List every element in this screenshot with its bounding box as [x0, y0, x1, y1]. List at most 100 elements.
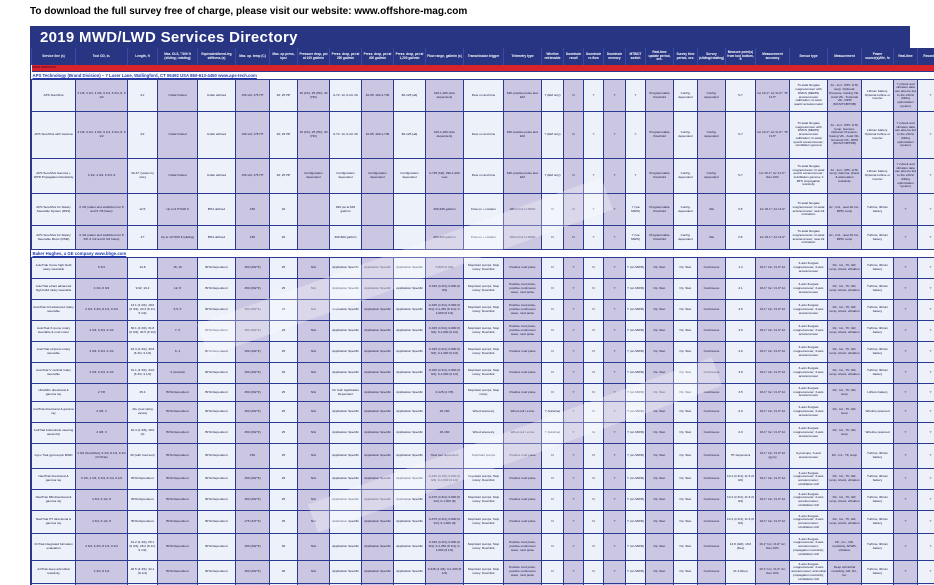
table-cell: 25 — [269, 401, 298, 423]
table-cell: N/A — [297, 320, 330, 342]
cell-text: Application Specific — [332, 286, 359, 291]
table-cell: N — [583, 533, 604, 561]
table-cell: BHA Dependent — [127, 489, 158, 511]
cell-text: Az., Incl., MTF, GTF, temp, Gamma. Optio… — [829, 122, 861, 146]
table-cell: Continuous — [697, 383, 726, 402]
table-cell: N — [541, 468, 564, 490]
cell-text: Config. dependent — [678, 204, 693, 213]
table-cell: BHA Dependent — [157, 443, 198, 469]
table-cell: N/A — [297, 383, 330, 402]
cell-text: 3 1/8, 3 1/2, 4 3/4, 6 1/4, 6 3/4, 8, 9 … — [77, 90, 126, 99]
table-cell: 3-axis fluxgate magnetometer; 3-axis acc… — [789, 383, 828, 402]
cell-text: ±0.1° Inc; ±1.0° Az — [759, 409, 786, 414]
cell-text: Y — [929, 349, 932, 354]
cell-text: 25 — [281, 286, 286, 291]
table-cell: Y — [603, 510, 626, 534]
cell-text: N — [592, 519, 595, 524]
cell-text: 10.4 (4 3/4); 11.5 (6 3/4) — [727, 495, 754, 503]
cell-text: N/A — [310, 265, 317, 270]
cell-text: Tri-axial fluxgate magnetometer; tri-axi… — [792, 201, 825, 217]
cell-text — [362, 194, 393, 225]
table-cell: Application Specific — [329, 489, 362, 511]
table-cell: 12; 8 — [157, 278, 198, 300]
cell-text: Y (on MWD) — [627, 497, 644, 502]
table-cell: 17' — [127, 225, 158, 250]
table-cell: Turbine; lithium battery — [861, 341, 894, 363]
table-cell: Application Specific — [393, 422, 426, 444]
table-cell: 3 1/2, 4 3/4, 6 3/4, 8 — [75, 158, 128, 194]
cell-text: 3.8 — [738, 370, 743, 375]
table-cell: Stop/start pumps; Stop rotary; Downlink — [463, 362, 504, 384]
table-cell: 150 std; 175 HT — [235, 79, 270, 112]
table-cell: Y (EM only) — [541, 111, 564, 159]
table-cell: BHA Dependent — [157, 510, 198, 534]
cell-text: 150 (302°F) — [244, 286, 261, 291]
table-cell: 0-475 (4 3/4); 0-800 (6 1/2); 0-1,000 (8… — [425, 510, 464, 534]
company-link[interactable]: APS Technology (Brand Division) – 7 Lase… — [32, 72, 257, 78]
cell-text: Az., Incl., near-bit Inc., RPM, temp — [829, 204, 860, 213]
cell-text: AutoTrak G3 advanced rotary steerable — [33, 305, 74, 313]
cell-text: ±0.1° Inc; ±1.0° Az; Res ±2% — [759, 567, 786, 575]
table-cell: N/A — [297, 257, 330, 279]
table-cell: Application Specific — [329, 510, 362, 534]
cell-text: 12.8 — [139, 265, 146, 270]
table-cell: 25 — [269, 510, 298, 534]
cell-text: Op. Stat. — [679, 349, 692, 354]
cell-text: Config. dependent — [678, 171, 693, 179]
cell-text: Tri-axial fluxgate magnetometer with DMC… — [793, 83, 824, 106]
table-cell: Positive mud pulse — [503, 341, 542, 363]
table-cell: Tri-axial fluxgate magnetometer; tri-axi… — [789, 225, 828, 250]
company-link[interactable]: Baker Hughes, a GE company www.bhge.com — [32, 250, 127, 256]
cell-text: N — [551, 569, 554, 574]
column-header: Tool OD, in. — [75, 48, 128, 65]
table-cell: 150 (302°F) — [235, 278, 270, 300]
cell-text: Programmable threshold — [649, 90, 670, 99]
table-cell: 25 — [269, 468, 298, 490]
table-cell: Flow on and time — [463, 79, 504, 112]
cell-text: 30 (with host tool) — [130, 453, 155, 458]
cell-text: Stop/start pumps; Stop rotary; Downlink — [467, 368, 500, 376]
table-cell: Continuous — [697, 362, 726, 384]
table-cell: Y (on MWD) — [625, 299, 646, 321]
cell-text: Y — [904, 544, 907, 549]
table-cell: Application Specific — [393, 560, 426, 584]
cell-text: Stop/start pumps; Stop rotary; Downlink — [467, 495, 500, 503]
table-cell: 10-95: 100-1,745 — [361, 111, 394, 159]
cell-text: 31.2 (4 3/4); 25.1 (6 3/4); 28.2 (8 1/4,… — [129, 540, 156, 552]
table-cell: BHA Dependent — [197, 560, 236, 584]
cell-text: Y — [572, 430, 575, 435]
table-cell: N — [541, 278, 564, 300]
cell-text: Y — [572, 497, 575, 502]
cell-text: Y — [634, 132, 637, 137]
cell-text: Dir., Inc., TF, GR, temp, shock, vibrati… — [829, 326, 860, 334]
cell-text — [362, 226, 393, 249]
cell-text: Programmable threshold — [649, 130, 670, 138]
cell-text: Inc ±0.1°; Az ±1.0°; Res ±2% — [759, 171, 786, 179]
table-cell: Y — [893, 422, 918, 444]
cell-text: 31.1 (4 3/4); 34.0 (6 3/4, 9 1/2) — [130, 368, 155, 376]
table-cell: 2 3/8, 3 — [75, 401, 128, 423]
table-cell: 4 3/4, 8 1/4 — [75, 560, 128, 584]
table-cell: Stop/start pumps; Stop rotary; Downlink — [463, 510, 504, 534]
cell-text: Y — [904, 497, 907, 502]
cell-text: 0-475 (4 3/4); 0-800 (6 1/2); 0-1,000 (8… — [429, 495, 460, 503]
cell-text: 4 3/4, 6 3/4, 8 1/4, 9 1/2 — [85, 544, 118, 549]
cell-text: 17' — [140, 234, 145, 239]
table-cell: 21.3 (Res) — [725, 560, 756, 584]
table-cell: N — [541, 225, 564, 250]
cell-text: OnTrak integrated formation evaluation — [34, 542, 73, 550]
cell-text: Turbine; lithium battery — [866, 517, 889, 525]
cell-text: 6 3/4 (stator and stabilizers for 8 and … — [79, 204, 124, 213]
cell-text: Continuous — [703, 430, 720, 435]
table-cell: Application Specific — [393, 362, 426, 384]
table-cell: Y — [603, 401, 626, 423]
table-cell: Op. Stat. — [645, 560, 674, 584]
service-cell: APS SureShot with Gamma — [31, 111, 76, 159]
table-cell: 3-axis fluxgate magnetometer; 3-axis acc… — [789, 341, 828, 363]
cell-text: 80-125 (all) — [401, 132, 418, 137]
table-cell: Dir., Inc., TF, GR, temp, shock, vibrati… — [827, 341, 862, 363]
cell-text: 0-345 (4 3/4); 0-800 (6 3/4); 0-1,250 (8… — [428, 540, 461, 552]
cell-text: Continuous — [703, 569, 720, 574]
cell-text: 30s — [709, 234, 714, 239]
table-cell: 6 3/4 (stator and stabilizers for 8 3/8,… — [75, 225, 128, 250]
